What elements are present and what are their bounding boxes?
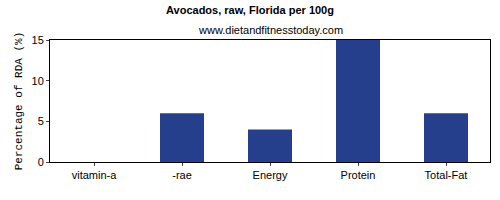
svg-text:Avocados, raw, Florida per 100: Avocados, raw, Florida per 100g <box>166 4 334 16</box>
svg-text:www.dietandfitnesstoday.com: www.dietandfitnesstoday.com <box>198 24 343 36</box>
svg-text:Energy: Energy <box>253 169 288 181</box>
svg-text:Percentage of RDA (%): Percentage of RDA (%) <box>13 32 25 171</box>
svg-text:Total-Fat: Total-Fat <box>425 169 468 181</box>
svg-text:0: 0 <box>38 156 44 168</box>
svg-text:5: 5 <box>38 115 44 127</box>
svg-text:vitamin-a: vitamin-a <box>72 169 118 181</box>
svg-text:10: 10 <box>32 75 44 87</box>
svg-text:15: 15 <box>32 34 44 46</box>
svg-text:Protein: Protein <box>341 169 376 181</box>
svg-text:-rae: -rae <box>172 169 192 181</box>
